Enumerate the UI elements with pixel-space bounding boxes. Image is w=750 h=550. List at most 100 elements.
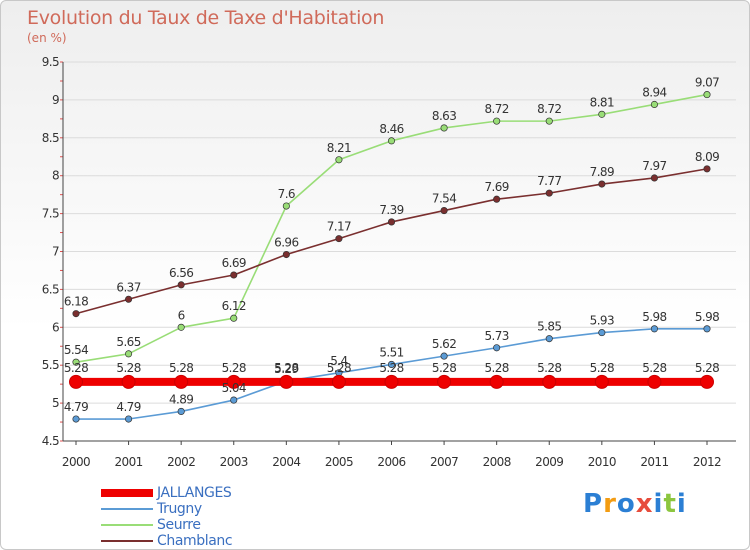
series-2-label-8: 8.72 xyxy=(485,102,509,116)
y-tick-label-9: 9 xyxy=(52,93,59,107)
series-0-point-5 xyxy=(331,374,346,389)
series-3-label-4: 6.96 xyxy=(274,236,298,250)
series-3-label-11: 7.97 xyxy=(642,159,666,173)
series-3-point-6 xyxy=(387,218,396,226)
series-lines xyxy=(69,91,714,423)
series-2-label-6: 8.46 xyxy=(379,122,403,136)
logo-letter-3: x xyxy=(635,489,654,519)
series-2-label-0: 5.54 xyxy=(64,343,88,357)
series-1-label-7: 5.62 xyxy=(432,337,456,351)
series-1-point-6 xyxy=(387,360,396,368)
series-3-point-1 xyxy=(125,295,133,303)
y-tick-label-2: 5.5 xyxy=(42,358,59,372)
grid xyxy=(63,61,736,442)
proxiti-logo: Proxiti xyxy=(583,489,687,519)
logo-letter-0: P xyxy=(583,489,604,519)
y-tick-label-4: 6.5 xyxy=(42,282,59,296)
series-2-point-1 xyxy=(125,350,133,358)
series-3-point-7 xyxy=(440,207,448,215)
series-0-label-8: 5.28 xyxy=(485,361,509,375)
series-0-label-12: 5.28 xyxy=(695,361,719,375)
series-3-label-3: 6.69 xyxy=(222,256,246,270)
x-tick-label-5: 2005 xyxy=(325,455,353,469)
y-tick-label-7: 8 xyxy=(52,169,59,183)
series-1-label-10: 5.93 xyxy=(590,314,614,328)
series-0-label-10: 5.28 xyxy=(590,361,614,375)
series-0-label-7: 5.28 xyxy=(432,361,456,375)
series-1-point-7 xyxy=(440,352,448,360)
x-tick-label-4: 2004 xyxy=(272,455,300,469)
x-tick-label-3: 2003 xyxy=(220,455,248,469)
data-labels: 5.28 5.28 5.28 5.28 5.28 5.28 5.28 5.28 5.28 5.28… xyxy=(64,76,720,414)
series-3-point-10 xyxy=(598,180,606,188)
series-3-point-11 xyxy=(650,174,658,182)
series-0-point-4 xyxy=(279,374,294,389)
series-3-point-9 xyxy=(545,189,553,197)
x-tick-label-2: 2002 xyxy=(167,455,195,469)
logo-letter-6: i xyxy=(676,489,687,519)
series-2-label-2: 6 xyxy=(178,308,185,322)
series-2-point-6 xyxy=(387,137,396,145)
x-tick-label-8: 2008 xyxy=(483,455,511,469)
series-1-point-3 xyxy=(230,396,238,404)
chart-subtitle: (en %) xyxy=(27,31,67,45)
legend-label-0: JALLANGES xyxy=(157,485,232,501)
series-1-point-10 xyxy=(598,329,606,337)
series-1-point-9 xyxy=(545,335,553,343)
series-1-label-12: 5.98 xyxy=(695,310,719,324)
series-0-point-9 xyxy=(542,374,557,389)
series-3-point-2 xyxy=(177,281,185,289)
y-tick-label-8: 8.5 xyxy=(42,131,59,145)
series-3-point-5 xyxy=(335,235,343,243)
series-1-label-5: 5.4 xyxy=(330,354,347,368)
y-tick-label-6: 7.5 xyxy=(42,207,59,221)
legend-swatch-1 xyxy=(101,508,153,510)
x-tick-label-1: 2001 xyxy=(115,455,143,469)
series-0-label-5: 5.28 xyxy=(327,361,351,375)
axes: 4.5 5 5.5 6 6.5 7 7.5 8 8.5 9 9.5 2000 2001 2002 2003 2… xyxy=(42,55,736,469)
series-2-label-7: 8.63 xyxy=(432,109,456,123)
series-2-label-11: 8.94 xyxy=(642,85,666,99)
x-tick-label-10: 2010 xyxy=(588,455,616,469)
series-2-point-3 xyxy=(230,314,238,322)
series-1-point-12 xyxy=(703,325,711,333)
series-1-label-0: 4.79 xyxy=(64,400,88,414)
series-3-label-12: 8.09 xyxy=(695,150,719,164)
y-tick-label-1: 5 xyxy=(52,396,59,410)
series-1-label-4: 5.29 xyxy=(274,362,298,376)
chart-title: Evolution du Taux de Taxe d'Habitation xyxy=(27,7,385,29)
series-3-label-2: 6.56 xyxy=(169,266,193,280)
x-tick-label-6: 2006 xyxy=(377,455,405,469)
series-0-label-6: 5.28 xyxy=(379,361,403,375)
series-0-label-1: 5.28 xyxy=(116,361,140,375)
y-tick-label-3: 6 xyxy=(52,320,59,334)
series-1-label-11: 5.98 xyxy=(642,310,666,324)
series-2-point-7 xyxy=(440,124,448,132)
series-line-3 xyxy=(75,168,708,315)
logo-letter-4: i xyxy=(653,489,664,519)
legend-item-2: Seurre xyxy=(101,517,361,533)
series-2-point-5 xyxy=(335,156,343,164)
series-3-point-3 xyxy=(230,271,238,279)
legend-label-3: Chamblanc xyxy=(157,533,233,549)
legend-item-0: JALLANGES xyxy=(101,485,361,501)
y-tick-label-10: 9.5 xyxy=(42,55,59,69)
legend-swatch-2 xyxy=(101,524,153,526)
series-1-label-6: 5.51 xyxy=(379,345,403,359)
logo-letter-2: o xyxy=(616,489,636,519)
series-0-point-8 xyxy=(489,374,504,389)
series-0-point-6 xyxy=(384,374,399,389)
series-0-point-2 xyxy=(174,374,189,389)
logo-letter-1: r xyxy=(603,489,617,519)
series-2-point-8 xyxy=(493,117,501,125)
series-2-point-0 xyxy=(72,358,80,366)
legend-item-1: Trugny xyxy=(101,501,361,517)
series-3-label-7: 7.54 xyxy=(432,192,456,206)
x-tick-label-9: 2009 xyxy=(535,455,563,469)
legend-label-1: Trugny xyxy=(157,501,202,517)
series-3-label-6: 7.39 xyxy=(379,203,403,217)
series-2-point-11 xyxy=(650,100,658,108)
x-tick-label-7: 2007 xyxy=(430,455,458,469)
